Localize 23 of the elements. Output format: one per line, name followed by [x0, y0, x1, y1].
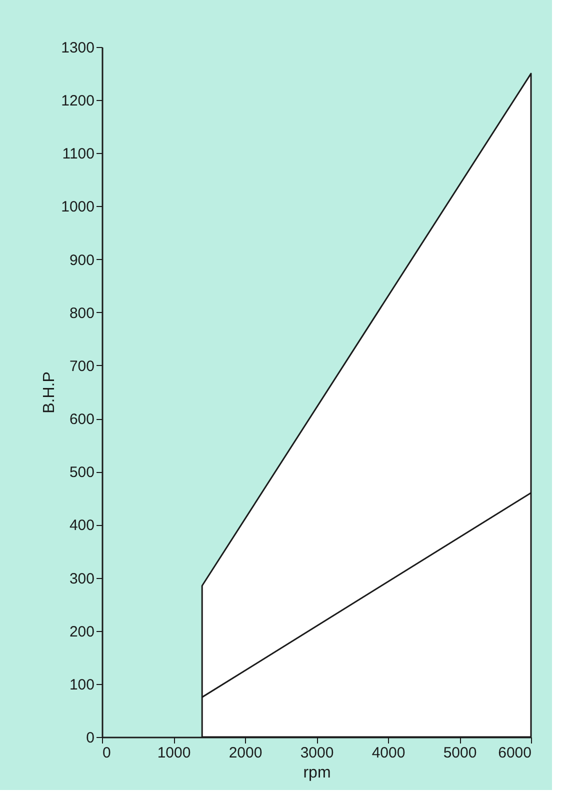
x-axis-title: rpm — [303, 764, 331, 782]
y-tick-label: 0 — [86, 730, 94, 746]
x-tick-label: 6000 — [498, 744, 532, 762]
x-tick-label: 0 — [102, 744, 111, 762]
y-tick-label: 500 — [69, 464, 94, 482]
y-tick-label: 800 — [69, 304, 94, 322]
y-tick-label: 700 — [69, 358, 94, 375]
y-axis-title: B.H.P — [41, 372, 58, 414]
y-tick-label: 1300 — [61, 40, 94, 56]
y-tick-label: 200 — [69, 623, 94, 640]
y-tick-label: 400 — [69, 517, 94, 534]
y-tick-label: 600 — [69, 411, 94, 428]
y-tick-label: 300 — [69, 570, 94, 588]
y-tick-label: 1100 — [62, 146, 94, 163]
x-tick-label: 5000 — [443, 744, 477, 762]
y-tick-label: 1200 — [61, 92, 94, 110]
x-tick-label: 3000 — [300, 744, 334, 762]
y-tick-label: 100 — [69, 676, 94, 694]
x-tick-label: 1000 — [157, 744, 191, 762]
x-tick-label: 4000 — [372, 744, 406, 762]
x-tick-label: 2000 — [228, 744, 262, 762]
y-tick-label: 1000 — [61, 198, 94, 216]
y-tick-label: 900 — [69, 252, 94, 269]
